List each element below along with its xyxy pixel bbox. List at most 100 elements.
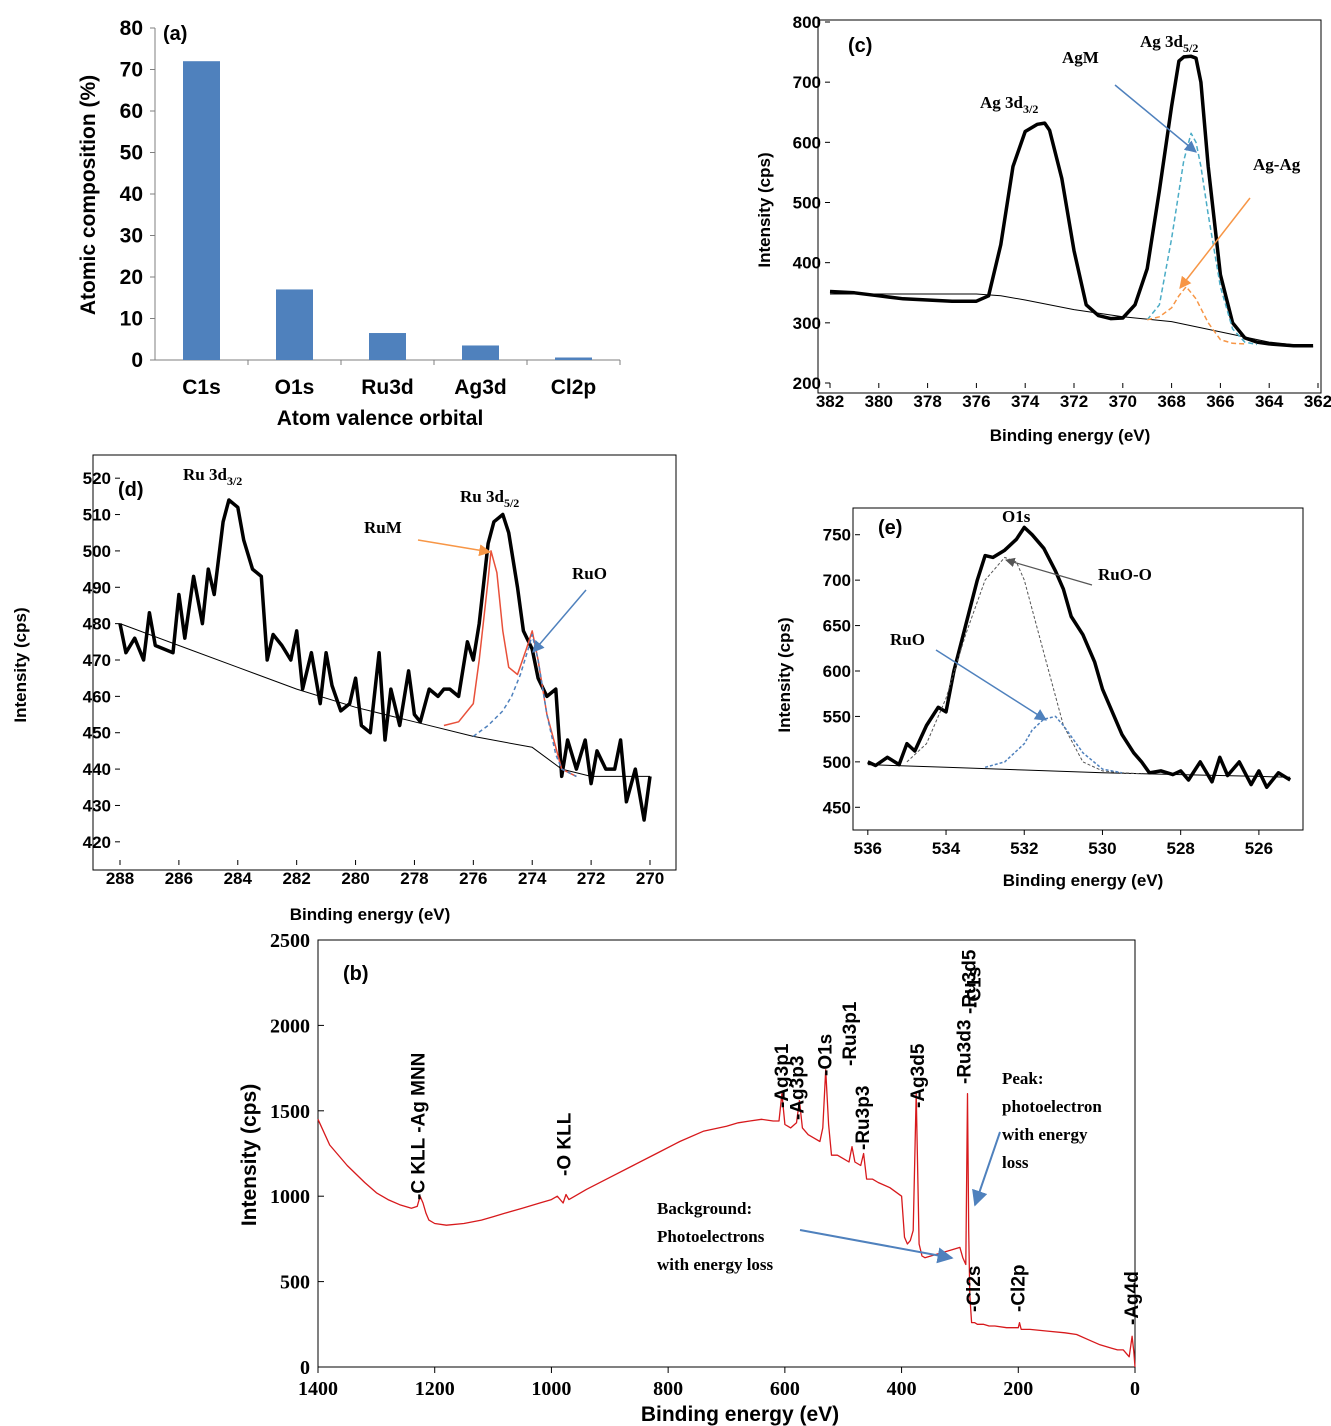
- panel-b-survey-spectrum: 1400 1200 1000 800 600 400 200 0050010001500200…: [238, 930, 1143, 1426]
- panel-a-y-tick-label: 10: [120, 308, 143, 331]
- panel-e-x-tick-label: 526: [1245, 839, 1273, 858]
- panel-d-rum-label: RuM: [364, 518, 402, 537]
- panel-d-y-tick-label: 510: [83, 506, 111, 525]
- panel-d-y-tick-label: 440: [83, 760, 111, 779]
- panel-b-peak-label: -Ag3d5: [908, 1043, 929, 1108]
- panel-c-y-tick-label: 800: [793, 13, 821, 32]
- panel-a-category-c1s: C1s: [182, 376, 221, 399]
- panel-b-y-axis-label: Intensity (cps): [238, 1084, 261, 1226]
- panel-b-peak-label: -C KLL -Ag MNN: [408, 1053, 429, 1200]
- peak-note-line-4: loss: [1002, 1153, 1029, 1172]
- panel-d-y-tick-label: 520: [83, 469, 111, 488]
- panel-b-x-tick-label: 1000: [531, 1378, 571, 1400]
- panel-d-x-tick-label: 282: [282, 869, 310, 888]
- panel-d-x-tick-label: 288: [106, 869, 134, 888]
- panel-d-peak2-sub: 5/2: [504, 496, 519, 510]
- panel-a-label: (a): [163, 23, 187, 45]
- panel-b-background-arrow: [799, 1229, 954, 1264]
- panel-d-y-tick-label: 480: [83, 615, 111, 634]
- panel-e-ticks: 536 534 532 530 528 526 450 500 550 600 650 700 750: [823, 526, 1273, 858]
- panel-d-rum-arrow: [417, 539, 492, 557]
- panel-c-label: (c): [848, 35, 872, 57]
- panel-c-x-tick-label: 374: [1011, 392, 1040, 411]
- panel-e-series-fit-ruo: [984, 715, 1123, 774]
- panel-b-peak-label: -O1s: [816, 1034, 837, 1076]
- panel-d-y-tick-label: 490: [83, 578, 111, 597]
- panel-b-peak-label: -Ag3p3: [788, 1056, 809, 1120]
- panel-b-y-tick-label: 1500: [270, 1101, 310, 1123]
- panel-d-label: (d): [118, 479, 144, 501]
- panel-c-y-tick-label: 200: [793, 374, 821, 393]
- panel-c-frame: [817, 19, 1322, 394]
- panel-e-lines: [867, 525, 1292, 790]
- panel-b-background-note: Background: Photoelectrons with energy l…: [657, 1199, 774, 1274]
- panel-c-x-tick-label: 364: [1255, 392, 1284, 411]
- panel-a-bar-chart: 0 10 20 30 40 50 60 70 80 C1s O1s Ru3d Ag3d Cl2p (a)…: [77, 17, 621, 430]
- panel-c-y-tick-label: 300: [793, 314, 821, 333]
- panel-d-x-tick-label: 284: [224, 869, 253, 888]
- panel-d-ticks: 288 286 284 282 280 278 276 274 272 270 420 430 440 4…: [83, 469, 665, 888]
- panel-c-x-tick-label: 372: [1060, 392, 1088, 411]
- panel-e-ruo-arrow: [935, 649, 1048, 721]
- panel-a-category-ag3d: Ag3d: [454, 376, 507, 399]
- panel-e-x-tick-label: 528: [1166, 839, 1194, 858]
- panel-b-x-tick-label: 0: [1130, 1378, 1140, 1400]
- panel-a-y-tick-label: 30: [120, 225, 143, 248]
- panel-b-ticks: 1400 1200 1000 800 600 400 200 0050010001500200…: [270, 930, 1140, 1400]
- panel-d-ruo-arrow: [532, 589, 587, 653]
- peak-note-line-3: with energy: [1002, 1125, 1088, 1144]
- panel-a-y-tick-label: 50: [120, 142, 143, 165]
- panel-c-series-fit-ag-ag: [1147, 285, 1245, 345]
- panel-c-x-tick-label: 370: [1109, 392, 1137, 411]
- panel-a-x-axis-label: Atom valence orbital: [277, 407, 484, 430]
- panel-d-y-tick-label: 430: [83, 796, 111, 815]
- panel-c-agm-label: AgM: [1062, 48, 1099, 67]
- panel-e-x-axis-label: Binding energy (eV): [1003, 871, 1164, 890]
- panel-d-series-data: [118, 498, 652, 822]
- bg-note-line-3: with energy loss: [657, 1255, 774, 1274]
- panel-b-peak-label: -Ag3p1: [772, 1043, 793, 1108]
- panel-b-label: (b): [343, 963, 369, 985]
- panel-a-category-labels: C1s O1s Ru3d Ag3d Cl2p: [182, 376, 596, 399]
- panel-a-bar-ru3d: [369, 333, 406, 360]
- panel-b-y-tick-label: 0: [300, 1357, 310, 1379]
- panel-b-peak-label: -Cl2s: [964, 1266, 985, 1312]
- panel-c-peak2-main: Ag 3d: [1140, 32, 1184, 51]
- panel-a-y-tick-label: 0: [131, 349, 143, 372]
- panel-d-peak1-main: Ru 3d: [183, 465, 227, 484]
- panel-c-series-data: [829, 54, 1314, 348]
- panel-d-frame: [92, 454, 677, 871]
- panel-d-x-tick-label: 286: [165, 869, 193, 888]
- panel-d-peak1-sub: 3/2: [227, 474, 242, 488]
- panel-c-ag3d-spectrum: 382 380 378 376 374 372 370 368 366 364 362 200 300 4…: [755, 13, 1331, 445]
- panel-c-lines: [829, 54, 1314, 348]
- panel-b-x-tick-label: 1400: [298, 1378, 338, 1400]
- panel-d-x-tick-label: 270: [636, 869, 664, 888]
- panel-e-y-tick-label: 600: [823, 662, 851, 681]
- panel-b-peak-label: -Cl2p: [1008, 1265, 1029, 1313]
- panel-c-agag-arrow: [1179, 197, 1251, 289]
- panel-d-x-tick-label: 274: [518, 869, 547, 888]
- peak-note-line-2: photoelectron: [1002, 1097, 1102, 1116]
- panel-c-ticks: 382 380 378 376 374 372 370 368 366 364 362 200 300 4…: [793, 13, 1331, 411]
- panel-e-y-tick-label: 650: [823, 617, 851, 636]
- panel-b-peak-label: -Ag4d: [1122, 1271, 1143, 1325]
- bg-note-line-2: Photoelectrons: [657, 1227, 765, 1246]
- panel-a-y-tick-label: 40: [120, 183, 143, 206]
- panel-e-series-background: [867, 764, 1291, 778]
- panel-d-y-axis-label: Intensity (cps): [11, 607, 30, 722]
- panel-b-lines: [317, 1069, 1136, 1368]
- panel-d-x-axis-label: Binding energy (eV): [290, 905, 451, 924]
- panel-e-o1s-spectrum: 536 534 532 530 528 526450500550600650700750 …: [775, 507, 1304, 890]
- panel-a-bar-ag3d: [462, 345, 499, 360]
- panel-b-x-tick-label: 1200: [415, 1378, 455, 1400]
- panel-c-series-background: [830, 293, 1314, 348]
- panel-b-peak-label: -Ru3p1: [840, 1001, 861, 1066]
- panel-e-label: (e): [878, 517, 902, 539]
- panel-c-agag-label: Ag-Ag: [1253, 155, 1301, 174]
- panel-e-ruo-label: RuO: [890, 630, 925, 649]
- panel-d-y-tick-label: 500: [83, 542, 111, 561]
- panel-a-bar-o1s: [276, 289, 313, 360]
- panel-d-ruo-label: RuO: [572, 564, 607, 583]
- peak-note-line-1: Peak:: [1002, 1069, 1044, 1088]
